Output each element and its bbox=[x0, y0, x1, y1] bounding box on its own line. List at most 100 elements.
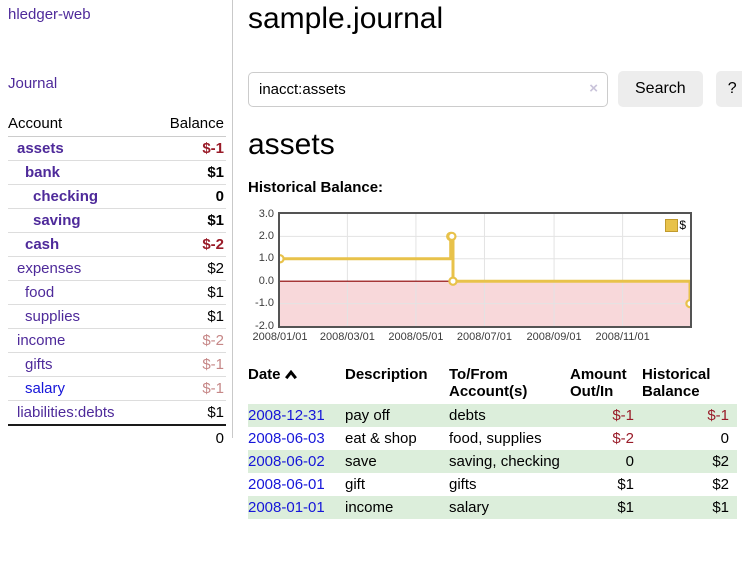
sidebar-account-link-expenses[interactable]: expenses bbox=[17, 260, 82, 277]
account-row: salary $-1 bbox=[8, 376, 226, 401]
transaction-date-link[interactable]: 2008-06-03 bbox=[248, 430, 325, 447]
account-row: supplies $1 bbox=[8, 304, 226, 329]
main-content: sample.journal × Search ? assets Histori… bbox=[233, 0, 742, 582]
transaction-accounts: saving, checking bbox=[449, 453, 560, 470]
help-button[interactable]: ? bbox=[715, 71, 742, 107]
account-row: income $-2 bbox=[8, 328, 226, 353]
account-name-cell: assets bbox=[8, 137, 152, 161]
search-box: × bbox=[248, 71, 608, 107]
accounts-header-row: Account Balance bbox=[8, 112, 226, 137]
transaction-description: income bbox=[345, 499, 394, 516]
balance-chart-svg bbox=[280, 214, 690, 326]
transaction-date-cell: 2008-06-01 bbox=[248, 473, 345, 496]
account-balance: $1 bbox=[151, 400, 226, 425]
account-row: cash $-2 bbox=[8, 232, 226, 257]
y-tick-label: 3.0 bbox=[258, 207, 274, 220]
transaction-accounts: debts bbox=[449, 407, 486, 424]
transaction-date-link[interactable]: 2008-06-02 bbox=[248, 453, 325, 470]
data-point-marker[interactable] bbox=[280, 254, 285, 264]
account-row: expenses $2 bbox=[8, 256, 226, 281]
data-point-marker[interactable] bbox=[685, 298, 690, 309]
chevron-up-icon bbox=[284, 369, 297, 380]
sidebar: hledger-web Journal Account Balance asse… bbox=[0, 0, 233, 582]
sidebar-account-link-salary[interactable]: salary bbox=[25, 380, 66, 397]
accounts-total-spacer bbox=[8, 424, 152, 450]
transaction-date-link[interactable]: 2008-01-01 bbox=[248, 499, 325, 516]
transaction-date-cell: 2008-01-01 bbox=[248, 496, 345, 519]
transaction-balance: $2 bbox=[712, 476, 729, 493]
sidebar-account-link-food[interactable]: food bbox=[25, 284, 55, 301]
legend-label: $ bbox=[679, 218, 686, 232]
accounts-table: Account Balance assets $-1 bank $1 checking 0… bbox=[8, 112, 226, 450]
accounts-header-account: Account bbox=[8, 112, 152, 137]
account-name-cell: liabilities:debts bbox=[8, 400, 152, 425]
sidebar-account-link-cash[interactable]: cash bbox=[25, 236, 60, 253]
transaction-accounts: salary bbox=[449, 499, 490, 516]
transaction-amount: 0 bbox=[625, 453, 634, 470]
transaction-amount: $1 bbox=[617, 476, 634, 493]
accounts-header-balance: Balance bbox=[151, 112, 226, 137]
account-balance: $2 bbox=[151, 256, 226, 281]
sidebar-account-link-bank[interactable]: bank bbox=[25, 164, 61, 181]
account-balance: $-1 bbox=[151, 376, 226, 401]
clear-search-icon[interactable]: × bbox=[589, 79, 598, 97]
sidebar-item-journal[interactable]: Journal bbox=[8, 75, 58, 92]
accounts-table-body: assets $-1 bank $1 checking 0 saving $1 cash $-2 e… bbox=[8, 137, 226, 425]
search-button[interactable]: Search bbox=[618, 71, 703, 107]
y-tick-label: -2.0 bbox=[255, 319, 274, 332]
register-header-description: Description bbox=[345, 366, 428, 383]
account-balance: $1 bbox=[151, 208, 226, 233]
sidebar-account-link-supplies[interactable]: supplies bbox=[25, 308, 81, 325]
sidebar-account-link-assets[interactable]: assets bbox=[17, 140, 64, 157]
account-balance: 0 bbox=[151, 184, 226, 209]
data-point-marker[interactable] bbox=[447, 231, 457, 242]
page-title: sample.journal bbox=[248, 2, 444, 35]
transaction-date-cell: 2008-12-31 bbox=[248, 404, 345, 427]
transaction-date-link[interactable]: 2008-12-31 bbox=[248, 407, 325, 424]
account-name-cell: saving bbox=[8, 208, 152, 233]
register-header-amount: Amount Out/In bbox=[570, 366, 627, 400]
transaction-row[interactable]: 2008-06-03 eat & shop food, supplies $-2 0 bbox=[248, 427, 737, 450]
transaction-row[interactable]: 2008-06-02 save saving, checking 0 $2 bbox=[248, 450, 737, 473]
register-header-date[interactable]: Date bbox=[248, 364, 345, 404]
transaction-date-cell: 2008-06-03 bbox=[248, 427, 345, 450]
sidebar-account-link-checking[interactable]: checking bbox=[33, 188, 99, 205]
account-balance: $1 bbox=[151, 280, 226, 305]
transaction-date-link[interactable]: 2008-06-01 bbox=[248, 476, 325, 493]
sidebar-account-link-saving[interactable]: saving bbox=[33, 212, 81, 229]
y-tick-label: 1.0 bbox=[258, 252, 274, 265]
x-tick-label: 2008/01/01 bbox=[252, 331, 308, 343]
account-balance: $-2 bbox=[151, 232, 226, 257]
account-name-cell: expenses bbox=[8, 256, 152, 281]
balance-chart-plot[interactable]: $ bbox=[278, 212, 692, 328]
sidebar-divider bbox=[232, 0, 233, 438]
account-name-cell: checking bbox=[8, 184, 152, 209]
transaction-amount: $-1 bbox=[612, 407, 634, 424]
account-row: assets $-1 bbox=[8, 137, 226, 161]
transaction-description: gift bbox=[345, 476, 366, 493]
chart-title: Historical Balance: bbox=[248, 179, 384, 196]
x-tick-label: 2008/07/01 bbox=[456, 331, 512, 343]
register-table: Date Description To/From Account(s) Amou… bbox=[248, 364, 737, 519]
account-name-cell: salary bbox=[8, 376, 152, 401]
app-title-link[interactable]: hledger-web bbox=[8, 6, 91, 23]
accounts-total-balance: 0 bbox=[151, 424, 226, 450]
search-input[interactable] bbox=[248, 71, 608, 107]
transaction-row[interactable]: 2008-12-31 pay off debts $-1 $-1 bbox=[248, 404, 737, 427]
x-tick-label: 2008/09/01 bbox=[526, 331, 582, 343]
transaction-row[interactable]: 2008-01-01 income salary $1 $1 bbox=[248, 496, 737, 519]
sidebar-account-link-income[interactable]: income bbox=[17, 332, 66, 349]
x-tick-label: 2008/03/01 bbox=[319, 331, 375, 343]
legend-swatch-icon bbox=[665, 218, 679, 232]
y-tick-label: 2.0 bbox=[258, 229, 274, 242]
transaction-amount: $-2 bbox=[612, 430, 634, 447]
account-row: food $1 bbox=[8, 280, 226, 305]
transaction-balance: $-1 bbox=[707, 407, 729, 424]
transaction-row[interactable]: 2008-06-01 gift gifts $1 $2 bbox=[248, 473, 737, 496]
sidebar-account-link-liabilities-debts[interactable]: liabilities:debts bbox=[17, 404, 115, 421]
account-balance: $-1 bbox=[202, 140, 224, 157]
register-table-body: 2008-12-31 pay off debts $-1 $-1 2008-06-03 ea… bbox=[248, 404, 737, 519]
sidebar-account-link-gifts[interactable]: gifts bbox=[25, 356, 53, 373]
data-point-marker[interactable] bbox=[448, 276, 458, 286]
